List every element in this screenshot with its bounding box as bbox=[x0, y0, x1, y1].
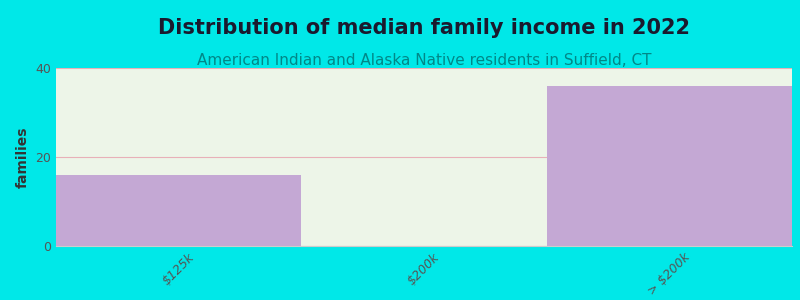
Text: Distribution of median family income in 2022: Distribution of median family income in … bbox=[158, 18, 690, 38]
Y-axis label: families: families bbox=[16, 126, 30, 188]
Bar bbox=[56, 175, 302, 246]
Bar bbox=[546, 86, 792, 246]
Text: American Indian and Alaska Native residents in Suffield, CT: American Indian and Alaska Native reside… bbox=[197, 53, 651, 68]
